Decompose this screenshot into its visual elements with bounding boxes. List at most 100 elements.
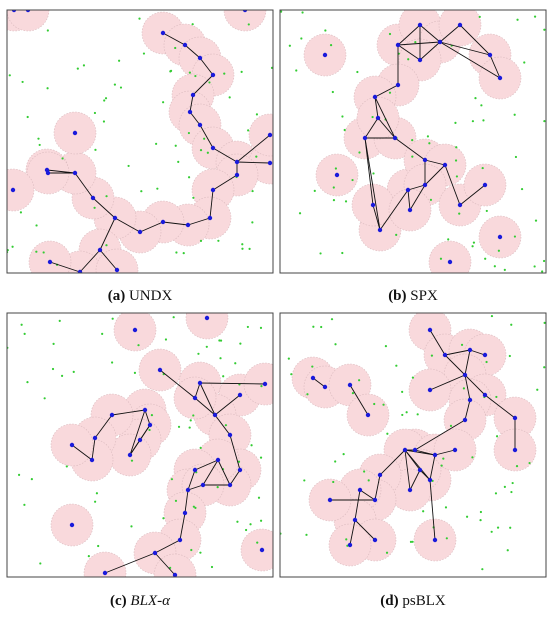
coverage-disc	[428, 240, 472, 273]
panel	[280, 313, 546, 577]
node	[377, 472, 383, 478]
node	[422, 182, 428, 188]
node	[210, 145, 216, 151]
sample-point	[280, 10, 283, 13]
sample-point	[401, 413, 404, 417]
sample-point	[422, 510, 425, 513]
node	[395, 42, 401, 48]
node	[72, 170, 78, 176]
sample-point	[228, 96, 231, 99]
sample-point	[385, 551, 389, 554]
panel	[280, 10, 546, 273]
sample-point	[218, 339, 221, 342]
sample-point	[301, 11, 304, 14]
node	[442, 352, 448, 358]
panel	[7, 10, 273, 273]
edge	[139, 221, 164, 233]
edge	[312, 377, 326, 388]
edge	[229, 434, 241, 471]
sample-point	[94, 500, 97, 503]
sample-point	[439, 257, 443, 260]
node	[267, 132, 273, 138]
sample-point	[460, 343, 464, 346]
edge	[434, 449, 456, 456]
node	[372, 94, 378, 100]
node	[259, 547, 265, 553]
node	[227, 482, 233, 488]
node	[375, 115, 381, 121]
sample-point	[210, 565, 214, 569]
node	[109, 412, 115, 418]
edge	[212, 147, 238, 163]
sample-point	[511, 481, 514, 485]
sample-point	[523, 61, 526, 64]
edge	[469, 349, 486, 356]
sample-point	[414, 41, 417, 44]
caption-name: UNDX	[129, 288, 172, 304]
sample-point	[514, 155, 518, 159]
sample-point	[481, 568, 484, 571]
sample-point	[111, 317, 114, 320]
sample-point	[313, 189, 316, 193]
edge	[404, 449, 411, 491]
sample-point	[343, 128, 346, 132]
sample-point	[496, 526, 500, 529]
sample-point	[247, 23, 250, 26]
sample-point	[334, 343, 337, 346]
sample-point	[455, 146, 458, 149]
sample-point	[46, 87, 49, 90]
sample-point	[130, 459, 134, 462]
node	[237, 392, 243, 398]
sample-point	[174, 46, 177, 50]
sample-point	[311, 365, 314, 368]
edge	[429, 454, 436, 481]
sample-point	[255, 113, 259, 116]
sample-point	[240, 70, 243, 73]
panel-frame	[279, 9, 547, 274]
sample-point	[138, 17, 141, 20]
sample-point	[197, 352, 200, 355]
node	[197, 122, 203, 128]
sample-point	[388, 91, 392, 94]
sample-point	[543, 120, 546, 123]
edge	[424, 164, 446, 186]
sample-point	[542, 259, 546, 263]
node	[427, 327, 433, 333]
sample-point	[236, 520, 239, 523]
sample-point	[155, 142, 158, 145]
sample-point	[105, 195, 108, 198]
edge	[444, 349, 471, 356]
node	[370, 202, 376, 208]
edge	[397, 44, 421, 61]
sample-point	[162, 517, 165, 520]
edge	[374, 84, 399, 98]
edge	[129, 409, 146, 456]
edge	[439, 24, 461, 43]
sample-point	[192, 505, 195, 508]
edge	[212, 174, 238, 191]
sample-point	[332, 186, 335, 189]
sample-point	[26, 381, 29, 384]
sample-point	[324, 29, 327, 32]
sample-point	[300, 37, 303, 40]
caption-name: BLX-α	[130, 593, 171, 609]
sample-point	[510, 323, 513, 326]
node	[327, 497, 333, 503]
sample-point	[363, 470, 366, 473]
node	[212, 412, 218, 418]
sample-point	[372, 172, 375, 175]
panel-frame	[6, 312, 274, 578]
edge	[74, 172, 94, 199]
sample-point	[259, 456, 263, 459]
sample-point	[51, 367, 55, 371]
sample-point	[169, 566, 172, 569]
node	[185, 222, 191, 228]
node	[197, 55, 203, 61]
edge	[409, 469, 421, 491]
sample-point	[222, 375, 225, 378]
sample-point	[188, 71, 191, 74]
sample-point	[61, 157, 64, 160]
sample-point	[169, 69, 173, 72]
edge	[349, 384, 369, 416]
sample-point	[170, 478, 174, 481]
